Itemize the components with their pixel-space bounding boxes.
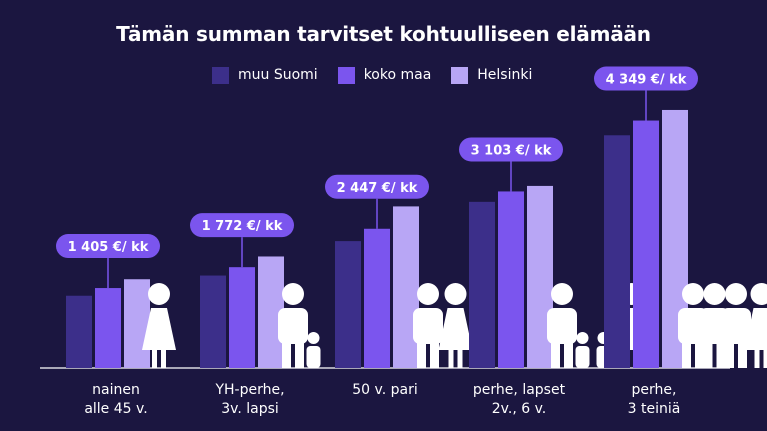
legend: muu Suomi koko maa Helsinki [212,64,552,86]
bar-koko-maa [498,191,524,368]
category-label: 3 teiniä [628,401,681,417]
legend-label-helsinki: Helsinki [477,67,533,83]
category-label: perhe, [632,382,677,398]
category-label: 50 v. pari [352,382,417,398]
bar-muu-suomi [66,295,92,368]
callout-bubble [459,137,563,162]
legend-item-muu-suomi: muu Suomi [212,66,318,84]
legend-item-helsinki: Helsinki [451,66,533,84]
bar-group: 2 447 €/ kk 50 v. pari [325,174,473,398]
category-label: nainen [92,382,140,398]
legend-swatch-koko-maa [337,66,355,84]
category-label: 3v. lapsi [221,401,279,417]
bar-muu-suomi [604,135,630,368]
bar-koko-maa [633,120,659,368]
woman-person-icon [744,283,767,368]
child-person-icon [575,332,590,368]
man-person-icon [547,283,577,368]
man-person-icon [413,283,443,368]
man-person-icon [278,283,308,368]
callout-label: 1 405 €/ kk [68,240,149,255]
child-person-icon [306,332,321,368]
bar-helsinki [124,279,150,368]
woman-person-icon [438,283,473,368]
legend-item-koko-maa: koko maa [337,66,432,84]
bar-muu-suomi [469,201,495,368]
legend-swatch-helsinki [451,66,469,84]
bar-group: 1 772 €/ kk YH-perhe, 3v. lapsi [190,213,321,417]
bar-muu-suomi [335,241,361,368]
teen-person-icon [721,283,751,368]
category-label: alle 45 v. [84,401,147,417]
bar-group: 4 349 €/ kk perhe, 3 teiniä [594,66,767,417]
callout-label: 4 349 €/ kk [606,73,687,88]
legend-label-koko-maa: koko maa [363,67,432,83]
legend-swatch-muu-suomi [212,66,229,84]
chart-title: Tämän summan tarvitset kohtuulliseen elä… [116,22,651,46]
category-label: 2v., 6 v. [492,401,546,417]
callout-label: 3 103 €/ kk [471,143,552,158]
bar-helsinki [393,206,419,368]
callout-label: 2 447 €/ kk [337,181,418,196]
callout-bubble [325,174,429,199]
bar-koko-maa [364,228,390,368]
callout-bubble [190,213,294,238]
bar-group: 1 405 €/ kk nainen alle 45 v. [56,234,176,417]
callout-bubble [594,66,698,91]
category-label: YH-perhe, [214,382,284,398]
bar-muu-suomi [200,275,226,368]
bar-koko-maa [95,288,121,368]
legend-label-muu-suomi: muu Suomi [238,67,318,83]
bar-koko-maa [229,267,255,368]
woman-person-icon [142,283,176,368]
callout-label: 1 772 €/ kk [202,219,283,234]
callout-bubble [56,234,160,259]
category-label: perhe, lapset [473,382,566,398]
